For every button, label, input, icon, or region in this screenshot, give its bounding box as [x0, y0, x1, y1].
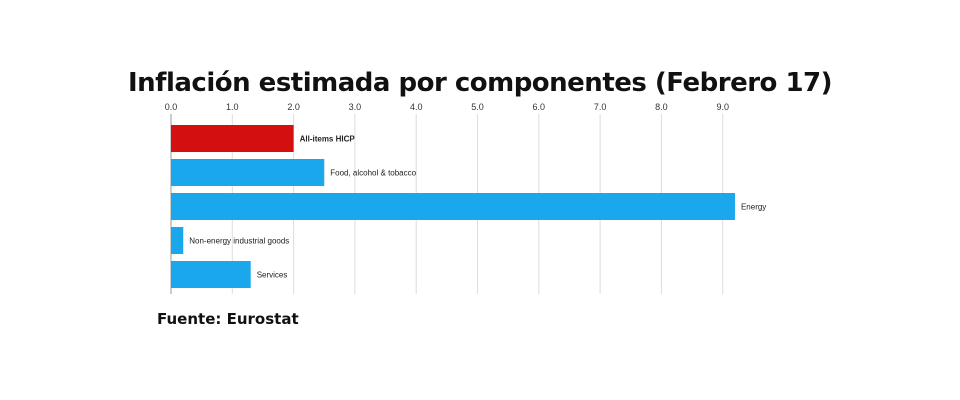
source-note: Fuente: Eurostat [157, 310, 299, 328]
bar-labels: All-items HICP Food, alcohol & tobacco Ene… [189, 135, 766, 280]
x-tick-label: 8.0 [655, 102, 668, 112]
x-tick-label: 4.0 [410, 102, 423, 112]
x-tick-label: 7.0 [594, 102, 607, 112]
x-tick-label: 9.0 [716, 102, 729, 112]
x-axis-ticks: 0.0 1.0 2.0 3.0 4.0 5.0 6.0 7.0 8.0 9.0 [165, 102, 729, 112]
x-tick-label: 6.0 [533, 102, 546, 112]
bar [171, 159, 325, 186]
x-tick-label: 2.0 [287, 102, 300, 112]
bar [171, 261, 251, 288]
bars [171, 125, 735, 288]
bar-label: All-items HICP [300, 135, 356, 144]
x-tick-label: 1.0 [226, 102, 239, 112]
bar-label: Non-energy industrial goods [189, 237, 289, 246]
x-tick-label: 5.0 [471, 102, 484, 112]
x-tick-label: 0.0 [165, 102, 178, 112]
bar-label: Services [257, 271, 288, 280]
bar [171, 193, 735, 220]
bar-label: Food, alcohol & tobacco [330, 169, 416, 178]
bar [171, 227, 184, 254]
bar-label: Energy [741, 203, 766, 212]
bar [171, 125, 294, 152]
x-tick-label: 3.0 [349, 102, 362, 112]
chart-title: Inflación estimada por componentes (Febr… [127, 68, 833, 98]
